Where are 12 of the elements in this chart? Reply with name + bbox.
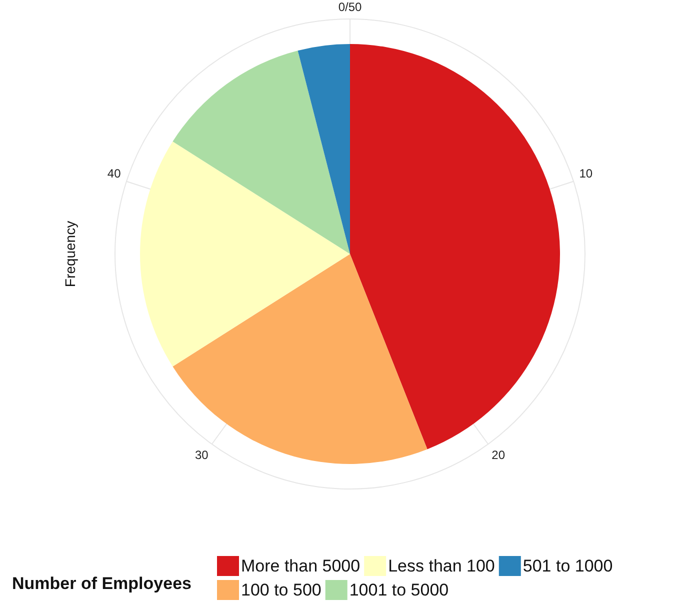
legend-label: Less than 100 [388,556,495,576]
legend-label: More than 5000 [241,556,360,576]
text: 20 [492,448,506,462]
text: 40 [107,166,122,181]
text: 0/50 [338,0,362,14]
text: 30 [194,448,209,462]
legend-label: 501 to 1000 [522,556,613,576]
legend-title: Number of Employees [12,574,192,593]
legend-label: 100 to 500 [241,580,322,600]
legend-label: 1001 to 5000 [349,580,449,600]
text: Frequency [62,220,78,288]
text: 10 [579,166,593,181]
